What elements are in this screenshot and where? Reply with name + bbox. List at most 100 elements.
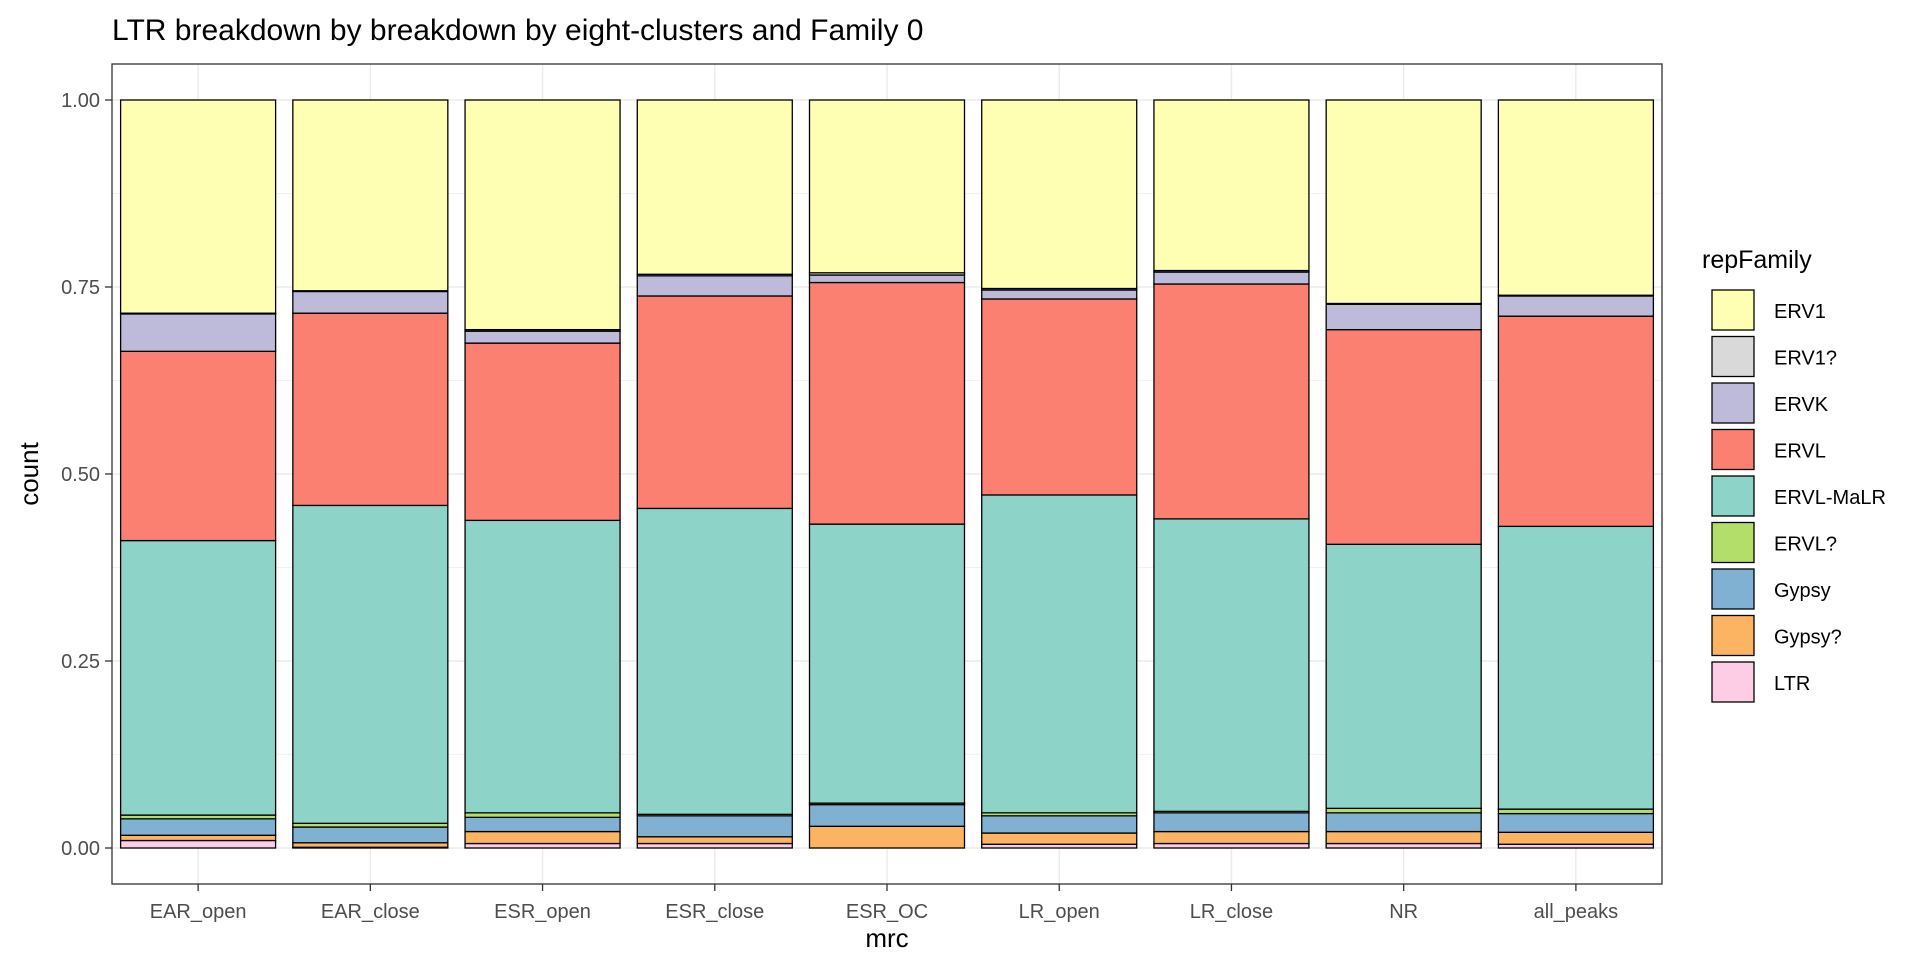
bar-segment-EAR_open-Gypsy <box>119 818 277 836</box>
bar-segment-LR_open-ERV1 <box>981 99 1138 290</box>
legend-label-ERVL-MaLR: ERVL-MaLR <box>1774 487 1886 509</box>
bar-segment-LR_close-ERVK <box>1153 271 1310 285</box>
bar-segment-ESR_open-ERV1 <box>464 99 621 331</box>
legend-label-ERVL?: ERVL? <box>1774 534 1837 556</box>
bar-segment-NR-ERVL-MaLR <box>1325 543 1482 810</box>
bar-segment-NR-ERV1 <box>1325 99 1482 305</box>
x-axis: EAR_open EAR_close ESR_open ESR_close ESR_OC… <box>150 884 1618 923</box>
bar-segment-EAR_open-ERVL-MaLR <box>119 539 277 816</box>
bar-segment-LR_open-ERVK <box>981 289 1138 300</box>
bar-segment-LR_open-ERVL <box>981 298 1138 496</box>
chart-title: LTR breakdown by breakdown by eight-clus… <box>112 14 924 47</box>
legend-key-ERVL <box>1711 428 1755 471</box>
bar-segment-NR-ERVL? <box>1325 807 1482 814</box>
legend-label-ERVL: ERVL <box>1774 441 1826 463</box>
y-tick-label: 1.00 <box>61 90 100 112</box>
legend-key-LTR <box>1711 661 1755 703</box>
bar-segment-LR_close-ERV1 <box>1153 99 1310 272</box>
bar-segment-EAR_close-ERVL <box>292 312 449 507</box>
bar-segment-NR-LTR <box>1325 842 1482 849</box>
bar-segment-EAR_close-ERVL-MaLR <box>292 504 449 824</box>
y-tick-label: 0.00 <box>61 838 100 860</box>
legend-label-ERVK: ERVK <box>1774 394 1829 416</box>
bar-segment-EAR_open-ERV1 <box>119 99 277 314</box>
bar-segment-NR-ERVL <box>1325 328 1482 545</box>
legend-key-ERV1? <box>1711 335 1755 378</box>
x-tick-label: ESR_open <box>494 901 591 923</box>
x-tick-label: NR <box>1389 901 1418 923</box>
bar-segment-LR_open-Gypsy? <box>981 832 1138 845</box>
x-tick-label: EAR_open <box>150 901 247 923</box>
bar-segment-all_peaks-ERV1 <box>1497 99 1655 296</box>
legend-label-Gypsy: Gypsy <box>1774 580 1831 602</box>
y-tick-label: 0.25 <box>61 651 100 673</box>
bar-segment-ESR_close-ERVL-MaLR <box>636 507 793 815</box>
bar-segment-ESR_OC-ERVK <box>808 274 966 284</box>
bar-segment-all_peaks-Gypsy? <box>1497 831 1655 845</box>
bars-layer <box>119 99 1655 849</box>
legend-label-ERV1?: ERV1? <box>1774 348 1837 370</box>
bar-segment-all_peaks-ERVK <box>1497 295 1655 317</box>
bar-segment-LR_close-LTR <box>1153 842 1310 849</box>
bar-segment-ESR_open-ERVL-MaLR <box>464 519 621 814</box>
bar-segment-ESR_open-Gypsy <box>464 816 621 833</box>
legend-key-ERVL? <box>1711 521 1755 564</box>
bar-segment-LR_close-ERVL-MaLR <box>1153 518 1310 812</box>
x-tick-label: all_peaks <box>1534 901 1619 923</box>
y-axis-title: count <box>14 441 44 505</box>
bar-segment-EAR_close-Gypsy? <box>292 842 449 848</box>
y-tick-label: 0.75 <box>61 277 100 299</box>
x-tick-label: EAR_close <box>321 901 420 923</box>
bar-segment-NR-Gypsy? <box>1325 830 1482 845</box>
bar-segment-ESR_open-Gypsy? <box>464 830 621 845</box>
legend-key-ERVK <box>1711 382 1755 424</box>
x-tick-label: LR_close <box>1190 901 1273 923</box>
legend-label-Gypsy?: Gypsy? <box>1774 627 1842 649</box>
bar-segment-LR_close-Gypsy <box>1153 812 1310 833</box>
y-tick-label: 0.50 <box>61 464 100 486</box>
bar-segment-EAR_open-ERVK <box>119 313 277 352</box>
bar-segment-EAR_close-Gypsy <box>292 826 449 844</box>
bar-segment-ESR_open-LTR <box>464 842 621 849</box>
x-tick-label: ESR_close <box>665 901 764 923</box>
bar-segment-ESR_close-ERV1 <box>636 99 793 275</box>
legend-key-ERV1 <box>1711 289 1755 331</box>
bar-segment-LR_close-Gypsy? <box>1153 830 1310 845</box>
x-tick-label: LR_open <box>1019 901 1100 923</box>
bar-segment-ESR_open-ERVL? <box>464 812 621 818</box>
bar-segment-all_peaks-ERVL <box>1497 315 1655 528</box>
legend: repFamily ERV1 ERV1? ERVK ERVL ERVL-MaLR ERVL… <box>1702 246 1886 703</box>
bar-segment-EAR_open-LTR <box>119 839 277 849</box>
bar-segment-all_peaks-ERVL? <box>1497 808 1655 815</box>
bar-segment-ESR_OC-Gypsy <box>808 803 966 827</box>
bar-segment-LR_open-ERVL-MaLR <box>981 494 1138 814</box>
legend-label-LTR: LTR <box>1774 673 1810 695</box>
bar-segment-all_peaks-Gypsy <box>1497 812 1655 833</box>
y-axis: 0.00 0.25 0.50 0.75 1.00 <box>61 90 112 860</box>
legend-title: repFamily <box>1702 246 1812 274</box>
x-tick-label: ESR_OC <box>846 901 928 923</box>
bar-segment-ESR_open-ERVL <box>464 342 621 522</box>
legend-key-Gypsy <box>1711 568 1755 610</box>
legend-label-ERV1: ERV1 <box>1774 301 1826 323</box>
bar-segment-ESR_close-LTR <box>636 842 793 849</box>
bar-segment-ESR_close-Gypsy <box>636 815 793 838</box>
bar-segment-EAR_open-Gypsy? <box>119 834 277 842</box>
legend-items: ERV1 ERV1? ERVK ERVL ERVL-MaLR ERVL? Gypsy Gyps… <box>1711 289 1886 703</box>
bar-segment-ESR_close-ERVK <box>636 275 793 297</box>
bar-segment-ESR_OC-ERVL-MaLR <box>808 523 966 804</box>
bar-segment-LR_open-Gypsy <box>981 815 1138 834</box>
x-axis-title: mrc <box>865 923 908 953</box>
bar-segment-ESR_close-Gypsy? <box>636 836 793 845</box>
bar-segment-ESR_close-ERVL <box>636 295 793 510</box>
bar-segment-EAR_close-ERV1 <box>292 99 449 292</box>
bar-segment-ESR_OC-Gypsy? <box>808 825 966 849</box>
bar-segment-all_peaks-ERVL-MaLR <box>1497 525 1655 810</box>
legend-key-Gypsy? <box>1711 614 1755 657</box>
bar-segment-ESR_open-ERVK <box>464 330 621 344</box>
legend-key-ERVL-MaLR <box>1711 475 1755 517</box>
bar-segment-LR_close-ERVL <box>1153 283 1310 520</box>
bar-segment-ESR_OC-ERV1 <box>808 99 966 274</box>
bar-segment-NR-ERVK <box>1325 303 1482 331</box>
